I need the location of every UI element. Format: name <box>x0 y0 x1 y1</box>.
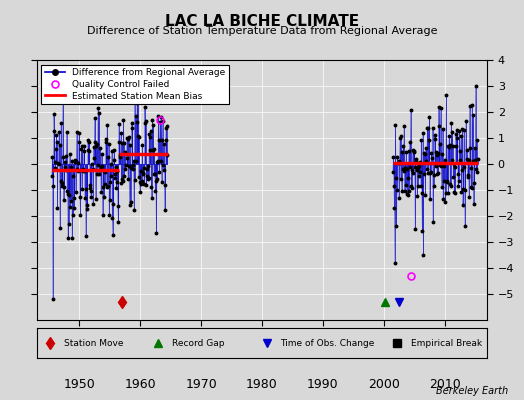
Text: 1980: 1980 <box>246 378 278 391</box>
Text: Berkeley Earth: Berkeley Earth <box>436 386 508 396</box>
Text: Difference of Station Temperature Data from Regional Average: Difference of Station Temperature Data f… <box>87 26 437 36</box>
Text: 1950: 1950 <box>63 378 95 391</box>
Text: 1960: 1960 <box>124 378 156 391</box>
Text: 2000: 2000 <box>368 378 400 391</box>
Text: Record Gap: Record Gap <box>172 338 224 348</box>
Text: Station Move: Station Move <box>64 338 123 348</box>
Text: 1990: 1990 <box>307 378 339 391</box>
Text: Time of Obs. Change: Time of Obs. Change <box>280 338 375 348</box>
Text: LAC LA BICHE CLIMATE: LAC LA BICHE CLIMATE <box>165 14 359 29</box>
Text: 2010: 2010 <box>429 378 461 391</box>
Text: 1970: 1970 <box>185 378 217 391</box>
Legend: Difference from Regional Average, Quality Control Failed, Estimated Station Mean: Difference from Regional Average, Qualit… <box>41 64 229 104</box>
Text: Empirical Break: Empirical Break <box>411 338 482 348</box>
